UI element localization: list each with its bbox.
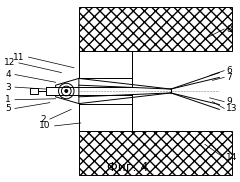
Text: 3: 3 xyxy=(5,83,11,92)
Text: 2: 2 xyxy=(40,115,46,124)
Text: 8: 8 xyxy=(226,25,232,33)
Bar xyxy=(79,104,132,131)
Bar xyxy=(79,51,132,78)
Text: 9: 9 xyxy=(226,97,232,106)
Polygon shape xyxy=(56,78,79,104)
Bar xyxy=(46,87,60,95)
Text: 7: 7 xyxy=(226,73,232,82)
Text: Фиг. 4: Фиг. 4 xyxy=(107,161,148,174)
Text: 14: 14 xyxy=(226,153,238,162)
Circle shape xyxy=(61,86,71,96)
Bar xyxy=(79,7,232,51)
Text: 1: 1 xyxy=(5,95,11,104)
Bar xyxy=(79,131,232,175)
Text: 12: 12 xyxy=(4,58,15,67)
Bar xyxy=(30,88,38,94)
Text: 10: 10 xyxy=(39,121,51,130)
Circle shape xyxy=(59,83,74,99)
Text: 13: 13 xyxy=(226,104,238,113)
Circle shape xyxy=(65,90,68,92)
Text: 11: 11 xyxy=(13,53,25,62)
Text: 6: 6 xyxy=(226,66,232,75)
Text: 5: 5 xyxy=(5,104,11,113)
Text: 4: 4 xyxy=(6,70,11,79)
